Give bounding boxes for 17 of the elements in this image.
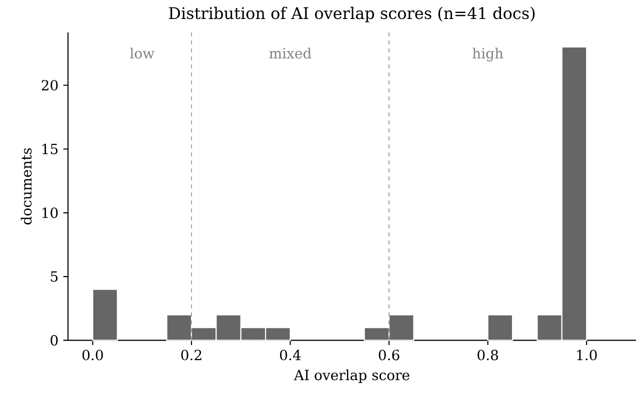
- x-tick-label: 0.2: [181, 350, 202, 360]
- x-tick-label: 1.0: [577, 350, 597, 360]
- y-axis-title: documents: [20, 148, 32, 224]
- x-axis-title: AI overlap score: [294, 369, 410, 383]
- chart-title: Distribution of AI overlap scores (n=41 docs): [169, 6, 535, 22]
- x-tick-label: 0.6: [378, 350, 400, 360]
- y-tick-label: 20: [42, 80, 58, 91]
- y-tick-label: 0: [50, 335, 58, 346]
- x-tick-label: 0.8: [478, 350, 498, 360]
- x-tick-label: 0.0: [82, 350, 103, 360]
- y-tick-label: 15: [42, 144, 58, 154]
- y-tick-label: 5: [50, 271, 58, 282]
- y-tick-label: 10: [42, 207, 58, 218]
- x-tick-label: 0.4: [280, 350, 301, 360]
- annotation: low: [130, 48, 154, 59]
- annotation: mixed: [269, 48, 312, 59]
- annotation: high: [472, 48, 504, 62]
